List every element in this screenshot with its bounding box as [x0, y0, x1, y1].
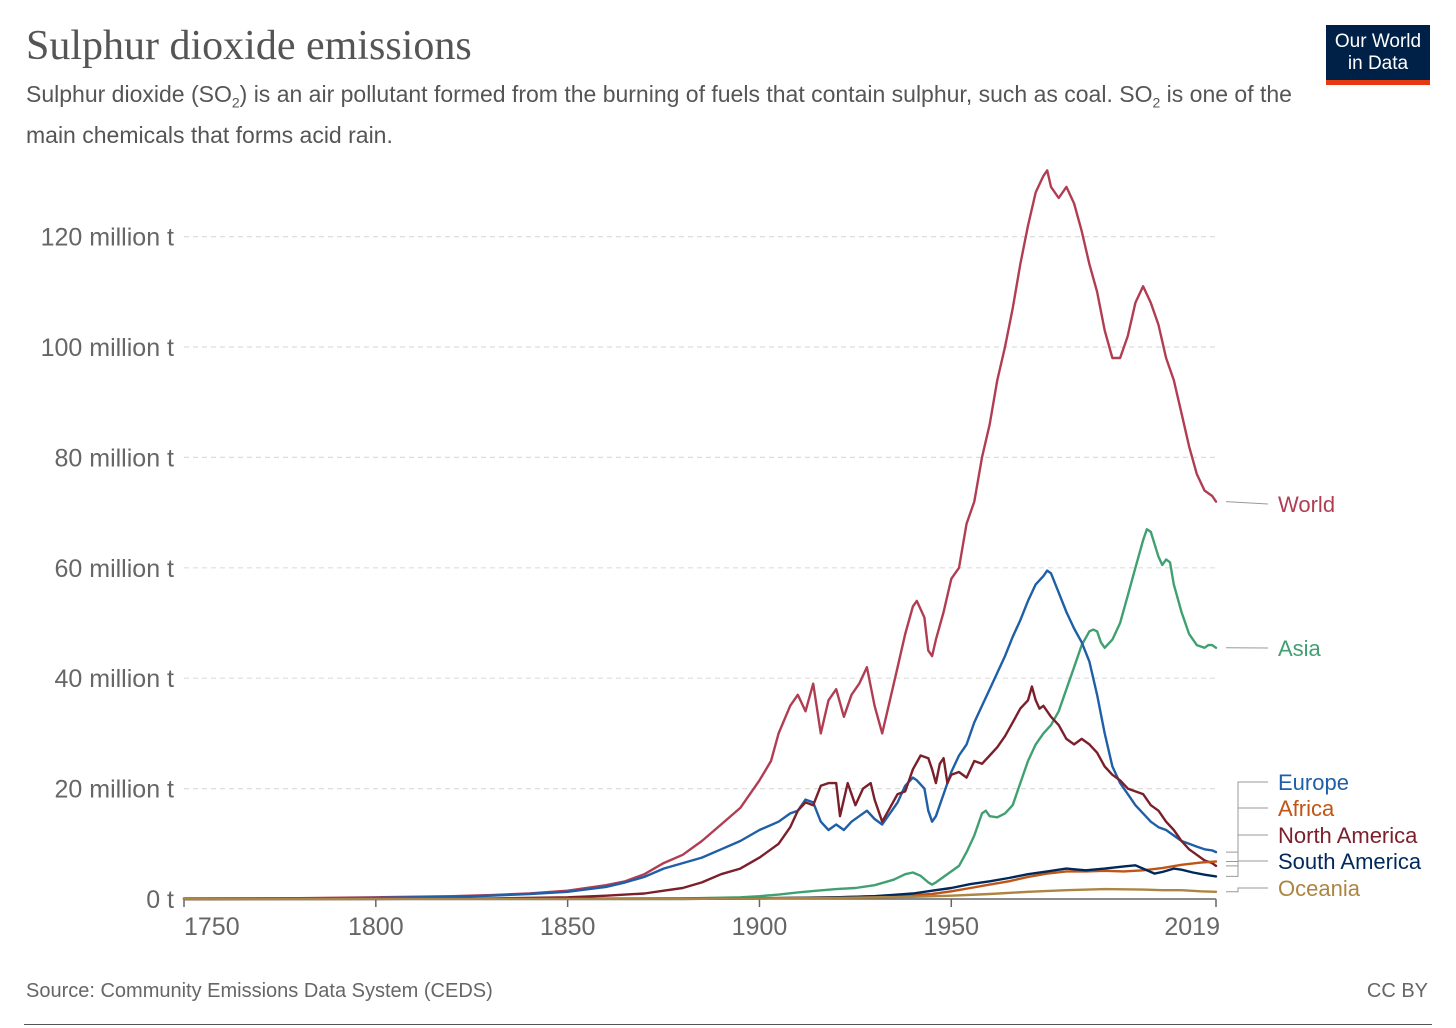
line-chart: 1750 1800 1850 1900 1950 2019 0 t 20 million t…: [41, 169, 1422, 941]
subtitle-subscript-2: 2: [1152, 94, 1161, 111]
logo-line-2: in Data: [1347, 53, 1409, 74]
series-label-asia[interactable]: Asia: [1278, 636, 1322, 661]
series-label-europe[interactable]: Europe: [1278, 770, 1349, 795]
label-connector: [1226, 887, 1268, 893]
gridlines: [184, 236, 1216, 790]
x-tick-label: 1800: [348, 913, 404, 941]
license-link[interactable]: CC BY: [1366, 980, 1428, 1002]
label-connector: [1225, 501, 1269, 505]
subtitle-subscript-1: 2: [231, 94, 240, 111]
series-line-africa[interactable]: [182, 860, 1218, 901]
series-label-world[interactable]: World: [1278, 492, 1335, 517]
y-tick-label: 0 t: [146, 886, 174, 914]
subtitle-text-1: Sulphur dioxide (SO: [26, 81, 232, 107]
y-tick-label: 80 million t: [55, 444, 175, 472]
series-line-world[interactable]: [182, 169, 1218, 900]
source-note: Source: Community Emissions Data System …: [26, 980, 493, 1002]
subtitle-text-2: ) is an air pollutant formed from the bu…: [239, 81, 1153, 107]
series-label-oceania[interactable]: Oceania: [1278, 876, 1361, 901]
owid-logo[interactable]: Our World in Data: [1326, 25, 1430, 85]
bottom-divider: [24, 1024, 1432, 1025]
x-tick-label: 1950: [923, 913, 979, 941]
x-tick-label: 1750: [184, 913, 240, 941]
series-line-south-america[interactable]: [182, 864, 1218, 901]
x-tick-label: 1900: [732, 913, 788, 941]
y-tick-label: 40 million t: [55, 665, 175, 693]
x-axis: 1750 1800 1850 1900 1950 2019: [183, 898, 1220, 941]
series-label-south-america[interactable]: South America: [1278, 849, 1422, 874]
label-connector: [1226, 807, 1268, 862]
series-lines: [182, 169, 1218, 901]
x-tick-label: 1850: [540, 913, 596, 941]
series-label-north-america[interactable]: North America: [1278, 823, 1418, 848]
x-tick-label: 2019: [1164, 913, 1220, 941]
series-line-north-america[interactable]: [182, 685, 1218, 901]
chart-title: Sulphur dioxide emissions: [26, 23, 472, 69]
subtitle-text-3: is one of the main chemicals that forms …: [26, 81, 1292, 148]
label-connector: [1226, 781, 1268, 853]
y-tick-label: 120 million t: [41, 224, 174, 252]
logo-accent-bar: [1326, 80, 1430, 85]
series-line-europe[interactable]: [182, 569, 1218, 900]
y-tick-label: 20 million t: [55, 776, 175, 804]
series-line-asia[interactable]: [182, 528, 1218, 901]
logo-line-1: Our World: [1334, 31, 1422, 52]
series-line-oceania[interactable]: [182, 887, 1218, 901]
y-tick-label: 100 million t: [41, 334, 174, 362]
series-label-africa[interactable]: Africa: [1278, 796, 1335, 821]
chart-subtitle: Sulphur dioxide (SO2) is an air pollutan…: [26, 78, 1306, 151]
y-tick-label: 60 million t: [55, 555, 175, 583]
label-connector: [1226, 860, 1268, 877]
y-axis-labels: 0 t 20 million t 40 million t 60 million t 8…: [41, 224, 174, 914]
